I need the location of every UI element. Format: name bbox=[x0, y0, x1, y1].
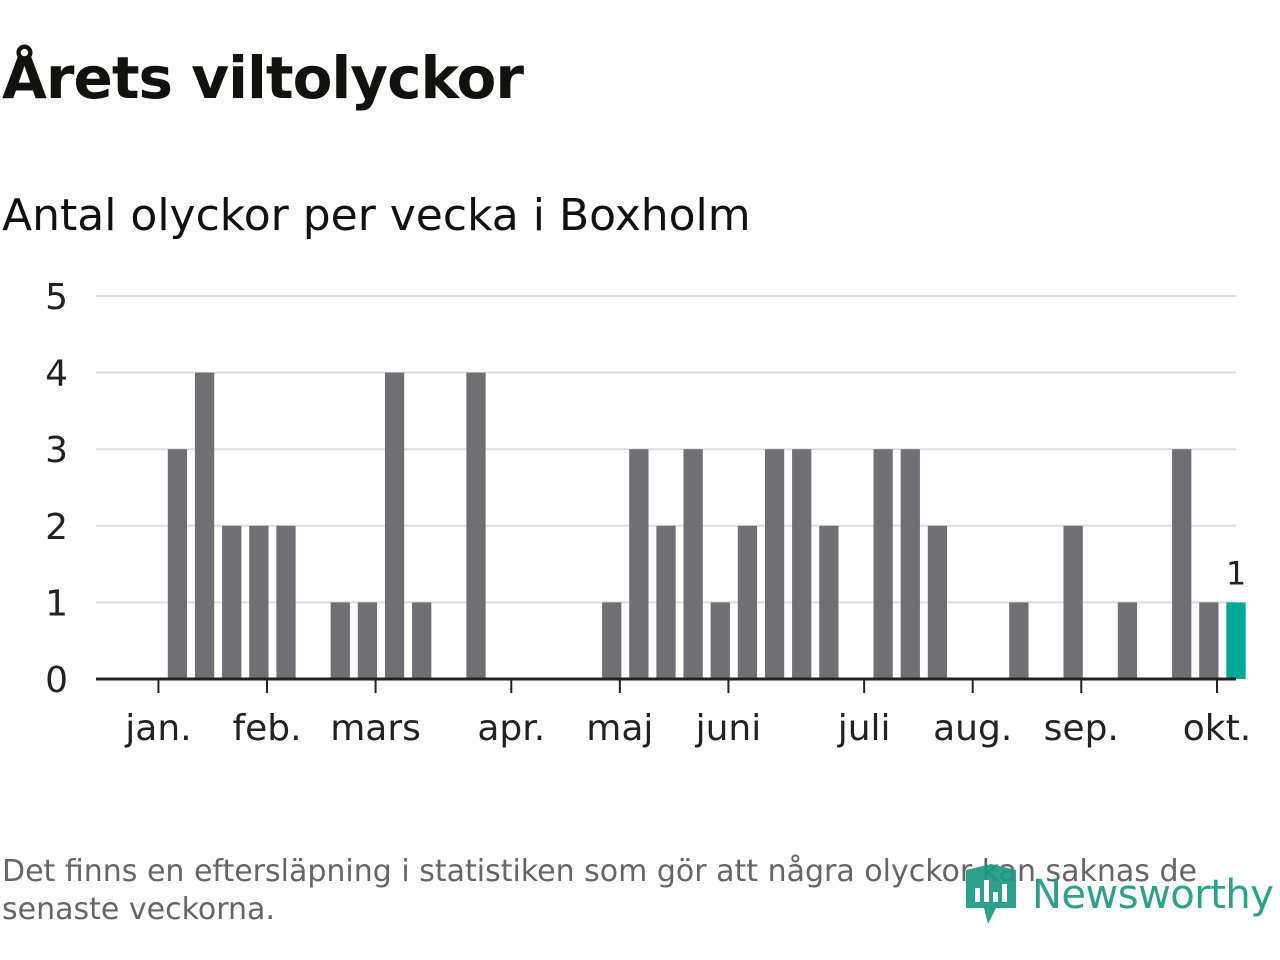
bar bbox=[1063, 525, 1083, 679]
x-tick-label: aug. bbox=[933, 708, 1012, 749]
bar bbox=[357, 602, 378, 679]
bar bbox=[1199, 602, 1219, 679]
bar bbox=[167, 449, 188, 679]
bar bbox=[249, 525, 269, 679]
bar bbox=[927, 525, 948, 679]
y-tick-label: 2 bbox=[45, 507, 68, 548]
y-tick-label: 4 bbox=[45, 354, 68, 395]
bar bbox=[330, 602, 350, 679]
chart-title: Årets viltolyckor bbox=[2, 44, 524, 112]
bar bbox=[656, 525, 676, 679]
newsworthy-logo-icon bbox=[966, 864, 1016, 924]
bar-highlight bbox=[1226, 602, 1246, 679]
bar bbox=[737, 525, 758, 679]
x-tick-label: jan. bbox=[124, 708, 191, 749]
bar-chart: 0 1 2 3 4 5 1 jan. feb. mars apr. maj juni juli aug. se… bbox=[45, 277, 1251, 749]
y-tick-label: 3 bbox=[45, 430, 68, 471]
bar bbox=[900, 449, 920, 679]
x-tick-label: mars bbox=[330, 708, 421, 749]
x-tick-label: feb. bbox=[232, 708, 301, 749]
bar bbox=[1172, 449, 1192, 679]
bar bbox=[764, 449, 785, 679]
x-tick-label: apr. bbox=[477, 708, 545, 749]
y-tick-label: 1 bbox=[45, 583, 68, 624]
bar bbox=[683, 449, 703, 679]
x-tick-label: sep. bbox=[1044, 708, 1119, 749]
x-tick-label: okt. bbox=[1183, 708, 1251, 749]
bar bbox=[819, 525, 839, 679]
bar bbox=[466, 372, 486, 679]
bar bbox=[194, 372, 215, 679]
bar bbox=[629, 449, 649, 679]
brand-name: Newsworthy bbox=[1032, 872, 1274, 918]
bar bbox=[602, 602, 622, 679]
bar bbox=[1117, 602, 1138, 679]
x-tick-label: juli bbox=[837, 708, 891, 749]
bar bbox=[710, 602, 730, 679]
x-tick-label: juni bbox=[695, 708, 762, 749]
bar bbox=[222, 525, 242, 679]
x-tick-label: maj bbox=[586, 708, 653, 749]
newsworthy-brand: Newsworthy bbox=[966, 864, 1274, 926]
bar bbox=[276, 525, 296, 679]
bar bbox=[412, 602, 432, 679]
bar bbox=[1009, 602, 1029, 679]
y-tick-label: 5 bbox=[45, 277, 68, 318]
bar bbox=[792, 449, 812, 679]
bar bbox=[384, 372, 405, 679]
chart-subtitle: Antal olyckor per vecka i Boxholm bbox=[2, 190, 751, 241]
data-label: 1 bbox=[1226, 554, 1246, 592]
y-tick-label: 0 bbox=[45, 660, 68, 701]
bar bbox=[873, 449, 893, 679]
